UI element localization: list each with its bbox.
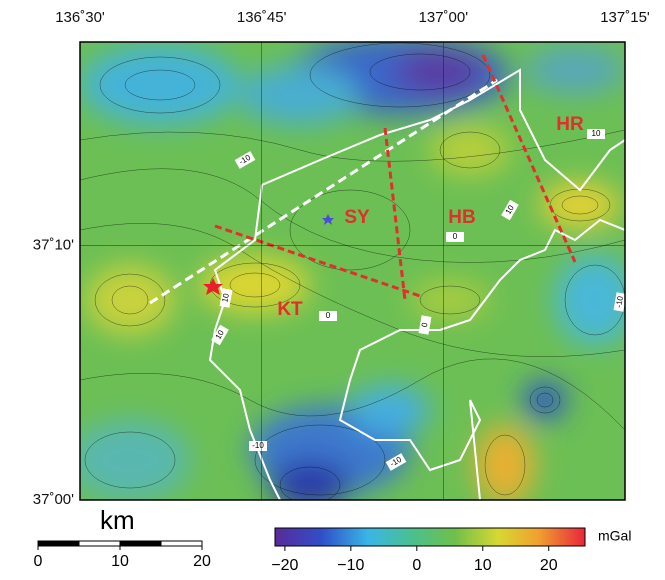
region-label: HR bbox=[556, 114, 584, 135]
lat-label: 37˚00' bbox=[33, 491, 74, 508]
contour-label: 10 bbox=[592, 129, 601, 138]
scale-segment bbox=[79, 541, 120, 546]
scale-unit: km bbox=[100, 505, 135, 535]
lon-label: 137˚15' bbox=[600, 9, 650, 26]
scale-segment bbox=[38, 541, 79, 546]
colorbar-unit: mGal bbox=[598, 528, 631, 544]
colorbar-tick-label: −10 bbox=[337, 557, 364, 574]
contour-label-group: 0 bbox=[319, 311, 337, 321]
region-label: HB bbox=[448, 207, 475, 228]
contour-label-group: 10 bbox=[587, 129, 605, 139]
contour-label: -10 bbox=[252, 441, 264, 450]
colorbar bbox=[275, 528, 585, 546]
colorbar-tick-label: 0 bbox=[412, 557, 421, 574]
contour-label-group: -10 bbox=[249, 441, 267, 451]
lon-label: 137˚00' bbox=[419, 9, 469, 26]
colorbar-tick-label: 10 bbox=[474, 557, 492, 574]
lon-label: 136˚30' bbox=[55, 9, 105, 26]
contour-label-group: 0 bbox=[446, 232, 464, 242]
lat-label: 37˚10' bbox=[33, 237, 74, 254]
scale-tick-label: 10 bbox=[111, 553, 129, 570]
contour-label: 0 bbox=[453, 232, 458, 241]
region-label: KT bbox=[277, 299, 303, 320]
lon-label: 136˚45' bbox=[237, 9, 287, 26]
scale-tick-label: 0 bbox=[34, 553, 43, 570]
scale-segment bbox=[161, 541, 202, 546]
region-label: SY bbox=[344, 207, 370, 228]
scale-segment bbox=[120, 541, 161, 546]
contour-label: 0 bbox=[326, 311, 331, 320]
colorbar-tick-label: −20 bbox=[271, 557, 298, 574]
map-figure: -10101010-1000100-10-10 SYHBHRKT 136˚30'… bbox=[0, 0, 665, 580]
colorbar-tick-label: 20 bbox=[540, 557, 558, 574]
scale-tick-label: 20 bbox=[193, 553, 211, 570]
